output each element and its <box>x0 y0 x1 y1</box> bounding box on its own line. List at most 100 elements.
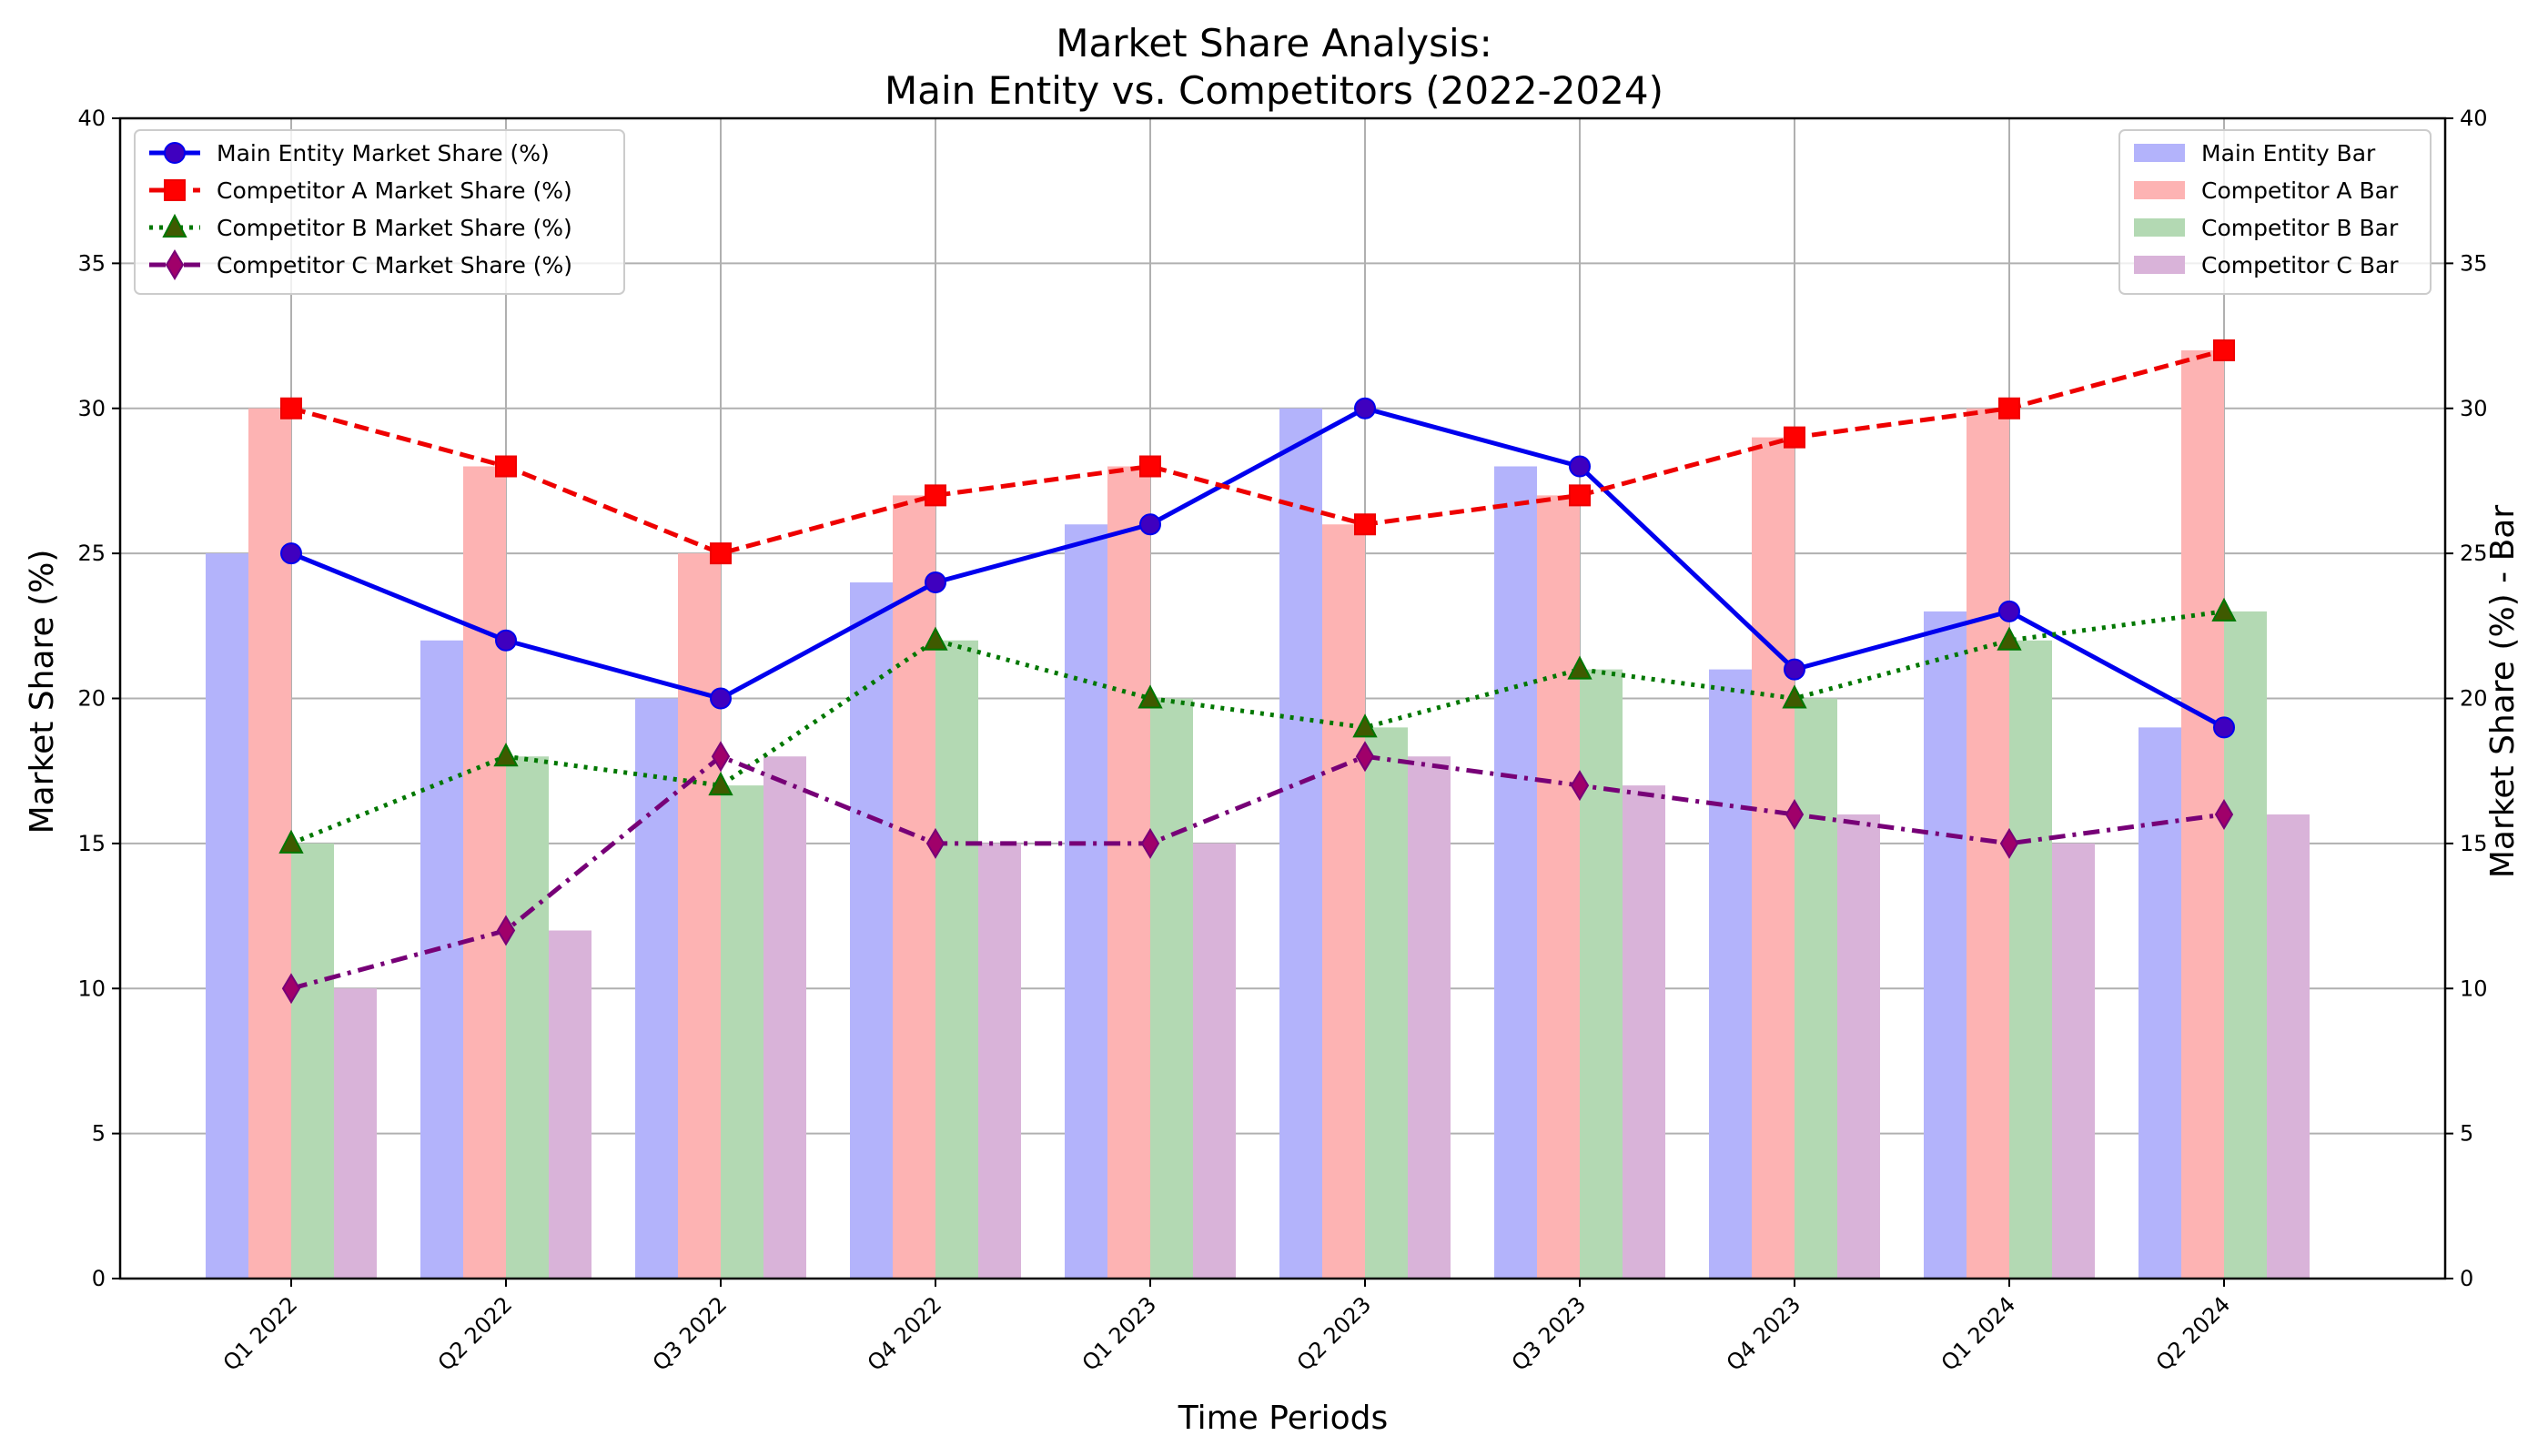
data-point <box>1569 455 1591 478</box>
data-point <box>1354 513 1376 536</box>
legend-bar-swatch <box>2134 144 2185 162</box>
series-line <box>290 406 2226 730</box>
legend-bar-swatch <box>2134 256 2185 274</box>
bar <box>1837 814 1880 1279</box>
data-point <box>496 915 516 946</box>
legend-entry: Main Entity Market Share (%) <box>217 140 550 167</box>
y-right-tick-label: 25 <box>2460 541 2488 566</box>
bar <box>850 582 893 1279</box>
bar <box>1193 843 1236 1279</box>
data-point <box>1355 741 1375 773</box>
bar <box>2138 727 2181 1279</box>
bar <box>1365 727 1408 1279</box>
bar <box>334 988 377 1279</box>
data-point <box>1138 684 1163 709</box>
data-point <box>495 455 517 478</box>
bar <box>1494 466 1537 1279</box>
bar <box>1709 669 1752 1279</box>
data-point <box>925 484 946 507</box>
x-tick-label: Q3 2022 <box>648 1291 733 1376</box>
data-point <box>711 741 731 773</box>
legend-entry: Main Entity Bar <box>2201 140 2376 167</box>
bar <box>1150 698 1193 1279</box>
y-tick-label: 35 <box>77 250 106 276</box>
y-right-tick-label: 5 <box>2460 1121 2473 1147</box>
legend-box <box>2118 129 2432 295</box>
data-point <box>280 542 302 565</box>
data-point <box>1352 713 1378 738</box>
bar <box>978 843 1021 1279</box>
y-right-tick-label: 10 <box>2460 976 2488 1001</box>
y-right-tick-label: 35 <box>2460 250 2488 276</box>
y-tick-label: 20 <box>77 686 106 712</box>
legend-entry: Competitor C Market Share (%) <box>217 252 572 278</box>
legend-entry: Competitor A Bar <box>2201 177 2399 204</box>
bar <box>1752 437 1795 1279</box>
x-tick-label: Q4 2023 <box>1722 1291 1806 1376</box>
x-tick-label: Q4 2022 <box>863 1291 947 1376</box>
data-point <box>281 973 301 1005</box>
data-point <box>1140 827 1160 859</box>
bar <box>291 843 334 1279</box>
bar <box>1408 756 1451 1279</box>
x-tick-label: Q2 2022 <box>433 1291 518 1376</box>
bar <box>463 466 506 1279</box>
series-line <box>290 348 2225 556</box>
bar <box>935 640 978 1279</box>
data-point <box>1139 513 1161 536</box>
y-right-tick-label: 15 <box>2460 831 2488 856</box>
bar <box>2267 814 2310 1279</box>
data-point <box>2214 799 2234 830</box>
data-point <box>1784 658 1805 681</box>
data-point <box>1354 397 1376 420</box>
y-tick-label: 25 <box>77 541 106 566</box>
data-point <box>1997 626 2022 651</box>
data-point <box>2213 339 2235 361</box>
x-tick-label: Q2 2024 <box>2151 1291 2236 1376</box>
data-point <box>1998 600 2020 622</box>
data-point <box>1567 655 1592 680</box>
bar <box>1065 524 1107 1279</box>
legend-bar-swatch <box>2134 181 2185 199</box>
bar <box>1322 524 1365 1279</box>
bar <box>549 930 592 1279</box>
legend-box <box>134 129 625 295</box>
y-tick-label: 40 <box>77 106 106 131</box>
y-tick-label: 30 <box>77 396 106 421</box>
bar <box>1924 611 1967 1279</box>
series-lines <box>278 339 2237 1005</box>
data-point <box>925 571 946 593</box>
y-tick-label: 5 <box>92 1121 106 1147</box>
bar <box>1795 698 1837 1279</box>
bar <box>506 756 549 1279</box>
data-point <box>1569 484 1591 507</box>
bar <box>1623 785 1665 1279</box>
y-axis-title: Market Share (%) <box>24 550 61 834</box>
data-point <box>710 542 732 565</box>
legend-marker <box>164 142 186 164</box>
y-tick-label: 0 <box>92 1266 106 1291</box>
legend-lines: Main Entity Market Share (%) Competitor A… <box>134 129 625 295</box>
x-tick-label: Q1 2024 <box>1936 1291 2021 1376</box>
data-point <box>280 397 302 420</box>
data-point <box>1784 426 1805 449</box>
y-axis-right-title: Market Share (%) - Bar <box>2484 505 2522 878</box>
bar <box>2009 640 2052 1279</box>
chart-title: Market Share Analysis: <box>1056 21 1491 66</box>
data-point <box>1999 827 2019 859</box>
bar <box>678 553 721 1279</box>
bar <box>1537 495 1580 1279</box>
y-right-tick-label: 20 <box>2460 686 2488 712</box>
data-point <box>1139 455 1161 478</box>
data-point <box>278 829 304 854</box>
legend-entry: Competitor B Bar <box>2201 215 2399 241</box>
legend-marker <box>164 179 186 201</box>
chart-subtitle: Main Entity vs. Competitors (2022-2024) <box>885 68 1663 113</box>
y-right-tick-label: 0 <box>2460 1266 2473 1291</box>
legend-bar-swatch <box>2134 218 2185 237</box>
bar <box>1580 669 1623 1279</box>
bar <box>1279 408 1322 1279</box>
legend-bars: Main Entity Bar Competitor A Bar Competito… <box>2118 129 2432 295</box>
bar <box>721 785 763 1279</box>
